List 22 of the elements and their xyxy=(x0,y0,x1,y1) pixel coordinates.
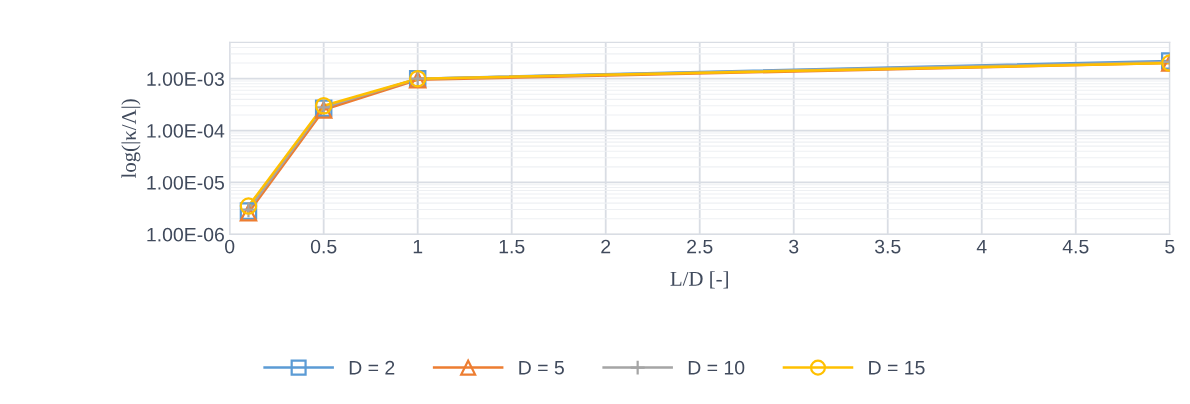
x-tick-label: 0.5 xyxy=(310,239,337,254)
y-tick-label: 1.00E-05 xyxy=(147,175,224,190)
y-tick-label: 1.00E-06 xyxy=(147,227,224,242)
x-tick-label: 1 xyxy=(413,239,423,254)
x-tick-label: 5 xyxy=(1165,239,1175,254)
legend-label: D = 2 xyxy=(349,360,395,375)
x-tick-label: 4 xyxy=(976,239,987,254)
x-tick-label: 2.5 xyxy=(687,239,713,254)
y-tick-label: 1.00E-03 xyxy=(147,72,224,86)
x-axis-title: L/D [-] xyxy=(670,271,728,289)
x-tick-label: 3.5 xyxy=(874,239,901,254)
x-tick-label: 3 xyxy=(789,239,799,254)
x-tick-label: 4.5 xyxy=(1062,239,1089,254)
x-tick-label: 1.5 xyxy=(499,239,525,254)
legend-label: D = 15 xyxy=(869,361,925,375)
legend-label: D = 5 xyxy=(519,361,564,375)
y-axis-title: log(|κ/Λ|) xyxy=(121,99,141,179)
legend-label: D = 10 xyxy=(688,360,745,375)
point xyxy=(239,197,258,215)
x-tick-label: 0 xyxy=(225,239,235,254)
x-tick-label: 2 xyxy=(601,239,611,254)
y-tick-label: 1.00E-04 xyxy=(147,124,225,138)
